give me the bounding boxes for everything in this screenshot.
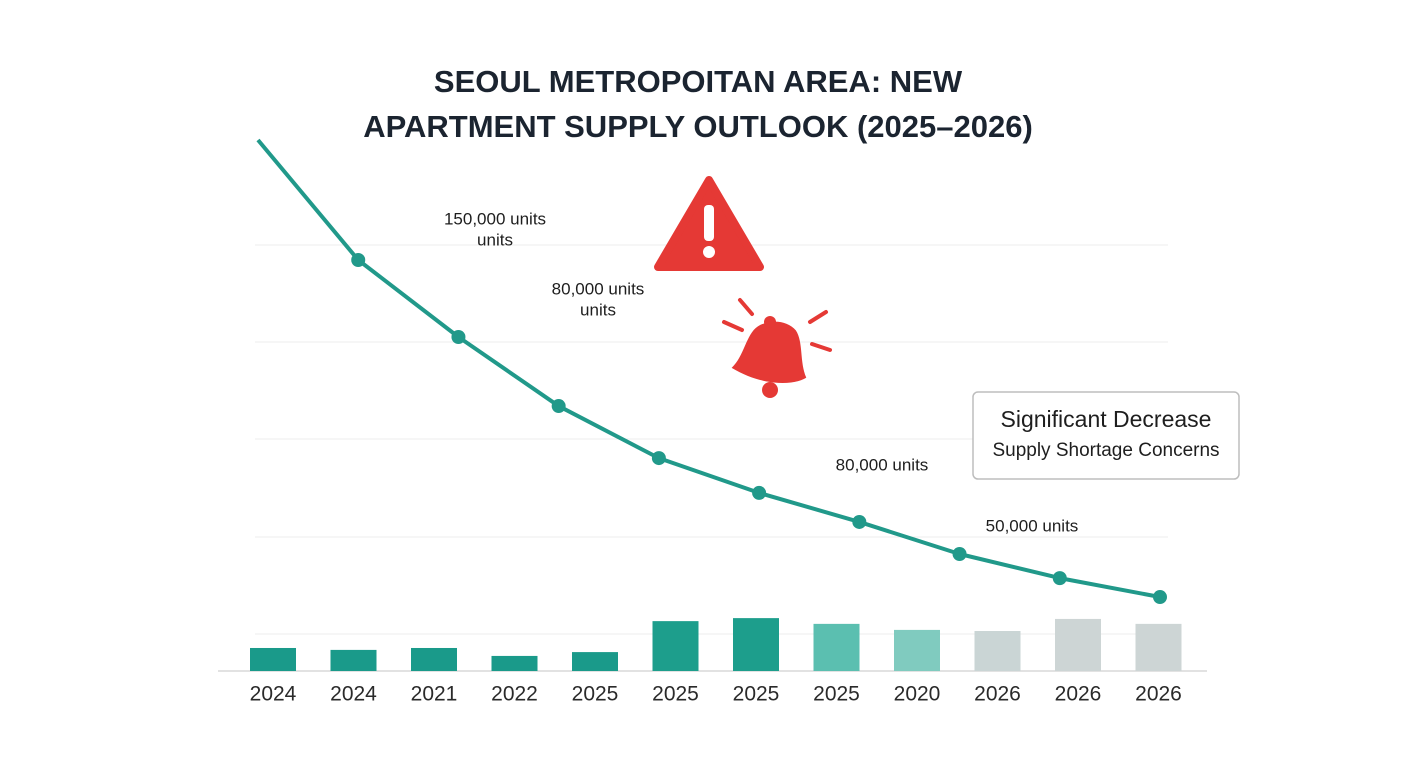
x-tick-label: 2022 [491,683,538,706]
bar [572,652,618,671]
annotation: units [580,300,616,319]
callout-title: Significant Decrease [1001,406,1212,432]
warning-icon [654,176,764,271]
line [256,138,1161,599]
chart-title: APARTMENT SUPPLY OUTLOOK (2025–2026) [363,109,1033,144]
annotation: 80,000 units [552,279,645,298]
line-marker [451,329,466,344]
bar [330,649,377,671]
x-tick-label: 2026 [1135,683,1182,706]
bar [1135,623,1182,671]
x-tick-label: 2026 [974,683,1021,706]
x-tick-label: 2021 [411,683,458,706]
line-marker [551,399,566,414]
callout-subtitle: Supply Shortage Concerns [992,440,1219,461]
bar [894,629,940,671]
line-marker [351,253,366,267]
x-tick-label: 2024 [330,683,377,706]
annotation: 80,000 units [836,455,929,474]
callout: Significant Decrease Supply Shortage Con… [972,391,1240,480]
line-marker [1052,571,1067,586]
line-marker [752,485,767,500]
x-tick-label: 2025 [813,683,860,706]
bar [733,618,779,671]
line-marker [852,514,867,529]
bar [1055,618,1101,671]
line-marker [651,451,666,466]
alarm-bell-icon [722,298,832,398]
bar [652,621,699,671]
bar [411,647,457,671]
bar [491,655,538,671]
x-tick-label: 2025 [652,683,699,706]
x-tick-label: 2024 [250,683,297,706]
bar [813,623,860,671]
chart-title: SEOUL METROPOITAN AREA: NEW [434,64,963,99]
x-tick-label: 2025 [733,683,780,706]
bar [250,647,296,671]
bar [974,630,1021,671]
x-tick-label: 2026 [1055,683,1102,706]
annotation: 50,000 units [986,516,1079,535]
annotation: 150,000 units [444,209,546,228]
x-tick-label: 2025 [572,683,619,706]
annotation: units [477,230,513,249]
line-marker [1153,590,1167,605]
x-tick-label: 2020 [894,683,941,706]
line-marker [952,547,967,562]
callout-box [972,391,1240,480]
